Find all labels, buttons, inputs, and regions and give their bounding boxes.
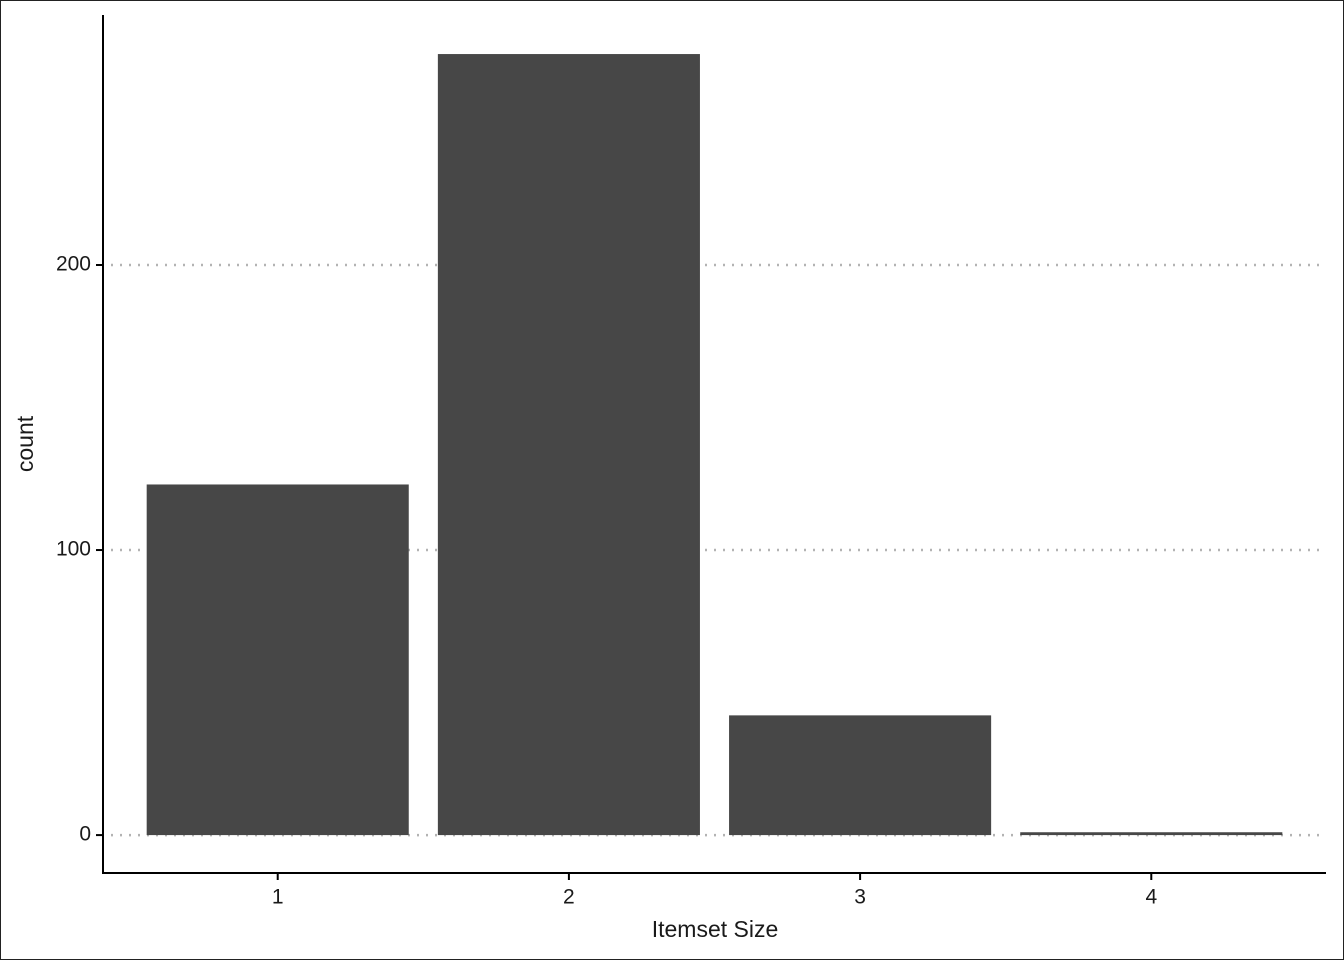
bar <box>1020 832 1283 836</box>
x-tick-label: 4 <box>1145 886 1157 909</box>
bar <box>729 715 992 836</box>
x-axis-title: Itemset Size <box>652 916 779 942</box>
y-axis-title: count <box>12 415 38 472</box>
bar <box>437 54 700 836</box>
x-tick-label: 3 <box>854 886 866 909</box>
y-tick-label: 100 <box>56 538 91 561</box>
x-tick-label: 2 <box>563 886 575 909</box>
bar <box>146 484 409 836</box>
y-tick-label: 200 <box>56 253 91 276</box>
y-tick-label: 0 <box>79 823 91 846</box>
x-tick-label: 1 <box>272 886 284 909</box>
